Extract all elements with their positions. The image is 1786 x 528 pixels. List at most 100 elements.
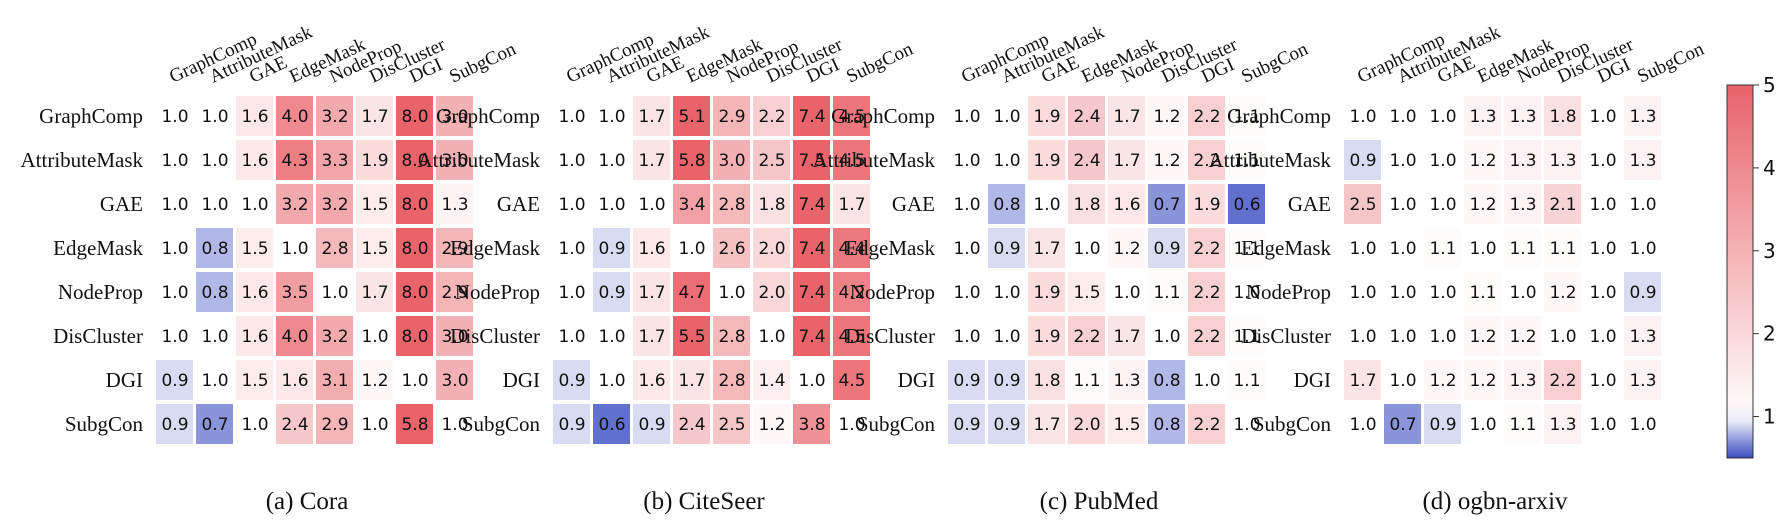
row-label: AttributeMask bbox=[418, 148, 541, 172]
row-label: DisCluster bbox=[450, 324, 540, 348]
cell-value: 4.5 bbox=[838, 151, 865, 171]
cell-value: 0.7 bbox=[1153, 195, 1180, 215]
cell-value: 5.5 bbox=[678, 327, 705, 347]
cell-value: 2.2 bbox=[1193, 107, 1220, 127]
heatmap-cell bbox=[793, 184, 830, 224]
cell-value: 1.0 bbox=[558, 151, 585, 171]
row-label: AttributeMask bbox=[813, 148, 936, 172]
heatmap-cell bbox=[1584, 184, 1621, 224]
heatmap-cell bbox=[196, 316, 233, 356]
cell-value: 3.3 bbox=[321, 151, 348, 171]
heatmap-cell bbox=[793, 316, 830, 356]
heatmap-cell bbox=[1424, 316, 1461, 356]
heatmap-cell bbox=[673, 140, 710, 180]
heatmap-cell bbox=[793, 228, 830, 268]
heatmap-cell bbox=[196, 360, 233, 400]
cell-value: 0.9 bbox=[1629, 283, 1656, 303]
heatmap-panel-3: GraphComp AttributeMask GAE EdgeMask NodePro… bbox=[813, 21, 1312, 515]
heatmap-cell bbox=[316, 404, 353, 444]
cell-value: 1.0 bbox=[558, 107, 585, 127]
cell-value: 7.4 bbox=[798, 239, 825, 259]
heatmap-cell bbox=[713, 316, 750, 356]
heatmap-cell bbox=[1028, 228, 1065, 268]
colorbar: 1 2 3 4 5 bbox=[1726, 73, 1776, 459]
heatmap-cell bbox=[356, 360, 393, 400]
heatmap-cell bbox=[1464, 404, 1501, 444]
cell-value: 4.5 bbox=[838, 107, 865, 127]
cell-value: 1.1 bbox=[1233, 239, 1260, 259]
heatmap-cell bbox=[1544, 404, 1581, 444]
cell-value: 4.2 bbox=[838, 283, 865, 303]
heatmap-cell bbox=[1504, 228, 1541, 268]
cell-value: 1.0 bbox=[401, 371, 428, 391]
heatmap-cell bbox=[396, 184, 433, 224]
heatmap-cell bbox=[356, 140, 393, 180]
heatmap-cell bbox=[1424, 360, 1461, 400]
cell-value: 3.4 bbox=[678, 195, 705, 215]
heatmap-cell bbox=[948, 316, 985, 356]
cell-value: 1.0 bbox=[1469, 415, 1496, 435]
heatmap-cell bbox=[1188, 404, 1225, 444]
heatmap-cell bbox=[553, 96, 590, 136]
heatmap-cell bbox=[793, 96, 830, 136]
heatmap-cell bbox=[316, 272, 353, 312]
heatmap-cell bbox=[196, 96, 233, 136]
cell-value: 1.0 bbox=[1349, 283, 1376, 303]
cell-value: 2.4 bbox=[1073, 107, 1100, 127]
heatmap-cell bbox=[1108, 184, 1145, 224]
row-label: DisCluster bbox=[845, 324, 935, 348]
heatmap-cell bbox=[1148, 316, 1185, 356]
heatmap-cell bbox=[316, 316, 353, 356]
cell-value: 2.0 bbox=[758, 283, 785, 303]
cell-value: 1.2 bbox=[1153, 107, 1180, 127]
heatmap-cell bbox=[1384, 404, 1421, 444]
heatmap-cell bbox=[673, 316, 710, 356]
cell-value: 1.0 bbox=[1233, 283, 1260, 303]
cell-value: 1.6 bbox=[241, 107, 268, 127]
heatmap-cell bbox=[276, 140, 313, 180]
cell-value: 1.7 bbox=[1033, 239, 1060, 259]
heatmap-cell bbox=[1544, 272, 1581, 312]
cell-value: 1.0 bbox=[598, 151, 625, 171]
cell-value: 1.0 bbox=[993, 151, 1020, 171]
cell-value: 7.5 bbox=[798, 151, 825, 171]
cell-value: 3.0 bbox=[441, 371, 468, 391]
heatmap-cell bbox=[593, 360, 630, 400]
heatmap-cell bbox=[1028, 272, 1065, 312]
heatmap-cell bbox=[1108, 140, 1145, 180]
cell-value: 1.2 bbox=[361, 371, 388, 391]
cell-value: 1.1 bbox=[1233, 371, 1260, 391]
cell-value: 1.2 bbox=[1113, 239, 1140, 259]
cell-value: 1.2 bbox=[1509, 327, 1536, 347]
heatmap-cell bbox=[1148, 360, 1185, 400]
cell-value: 2.2 bbox=[1193, 415, 1220, 435]
heatmap-cell bbox=[1584, 272, 1621, 312]
cell-value: 1.2 bbox=[1469, 195, 1496, 215]
cell-value: 0.8 bbox=[993, 195, 1020, 215]
cell-value: 0.9 bbox=[598, 283, 625, 303]
row-label: SubgCon bbox=[462, 412, 541, 436]
cell-value: 2.9 bbox=[321, 415, 348, 435]
cell-value: 1.6 bbox=[638, 239, 665, 259]
heatmap-cell bbox=[753, 316, 790, 356]
row-label: NodeProp bbox=[58, 280, 143, 304]
cell-value: 1.0 bbox=[1589, 371, 1616, 391]
cell-value: 1.7 bbox=[1033, 415, 1060, 435]
cell-value: 8.0 bbox=[401, 107, 428, 127]
cell-value: 0.7 bbox=[201, 415, 228, 435]
heatmap-cell bbox=[276, 184, 313, 224]
cell-value: 1.6 bbox=[241, 283, 268, 303]
cell-value: 1.5 bbox=[361, 195, 388, 215]
cell-value: 1.2 bbox=[1429, 371, 1456, 391]
heatmap-cell bbox=[1504, 272, 1541, 312]
cell-value: 7.4 bbox=[798, 327, 825, 347]
heatmap-cell bbox=[833, 228, 870, 268]
cell-value: 1.0 bbox=[598, 327, 625, 347]
cell-value: 1.3 bbox=[441, 195, 468, 215]
heatmap-cell bbox=[276, 96, 313, 136]
heatmap-cell bbox=[1068, 272, 1105, 312]
cell-value: 0.9 bbox=[638, 415, 665, 435]
cell-value: 3.0 bbox=[441, 107, 468, 127]
heatmap-cell bbox=[1584, 96, 1621, 136]
heatmap-cell bbox=[1384, 360, 1421, 400]
